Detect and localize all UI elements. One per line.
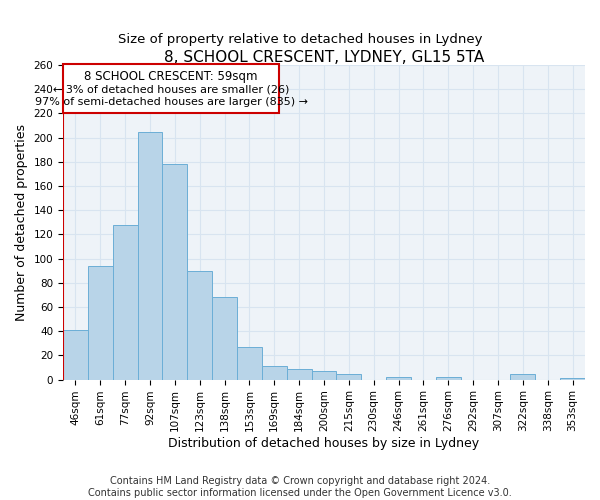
Bar	[287, 368, 311, 380]
Bar	[511, 374, 535, 380]
Bar	[63, 330, 88, 380]
Bar	[137, 132, 163, 380]
Bar	[88, 266, 113, 380]
Text: Contains HM Land Registry data © Crown copyright and database right 2024.
Contai: Contains HM Land Registry data © Crown c…	[88, 476, 512, 498]
Bar	[113, 224, 137, 380]
Bar	[337, 374, 361, 380]
Text: 97% of semi-detached houses are larger (835) →: 97% of semi-detached houses are larger (…	[35, 98, 308, 108]
Bar	[187, 270, 212, 380]
Bar	[237, 347, 262, 380]
Text: Size of property relative to detached houses in Lydney: Size of property relative to detached ho…	[118, 32, 482, 46]
Text: ← 3% of detached houses are smaller (26): ← 3% of detached houses are smaller (26)	[53, 84, 289, 94]
Bar	[262, 366, 287, 380]
Bar	[311, 371, 337, 380]
Bar	[386, 377, 411, 380]
X-axis label: Distribution of detached houses by size in Lydney: Distribution of detached houses by size …	[169, 437, 479, 450]
Title: 8, SCHOOL CRESCENT, LYDNEY, GL15 5TA: 8, SCHOOL CRESCENT, LYDNEY, GL15 5TA	[164, 50, 484, 65]
Y-axis label: Number of detached properties: Number of detached properties	[15, 124, 28, 321]
FancyBboxPatch shape	[63, 64, 279, 114]
Bar	[163, 164, 187, 380]
Bar	[436, 377, 461, 380]
Bar	[212, 298, 237, 380]
Text: 8 SCHOOL CRESCENT: 59sqm: 8 SCHOOL CRESCENT: 59sqm	[85, 70, 258, 82]
Bar	[560, 378, 585, 380]
